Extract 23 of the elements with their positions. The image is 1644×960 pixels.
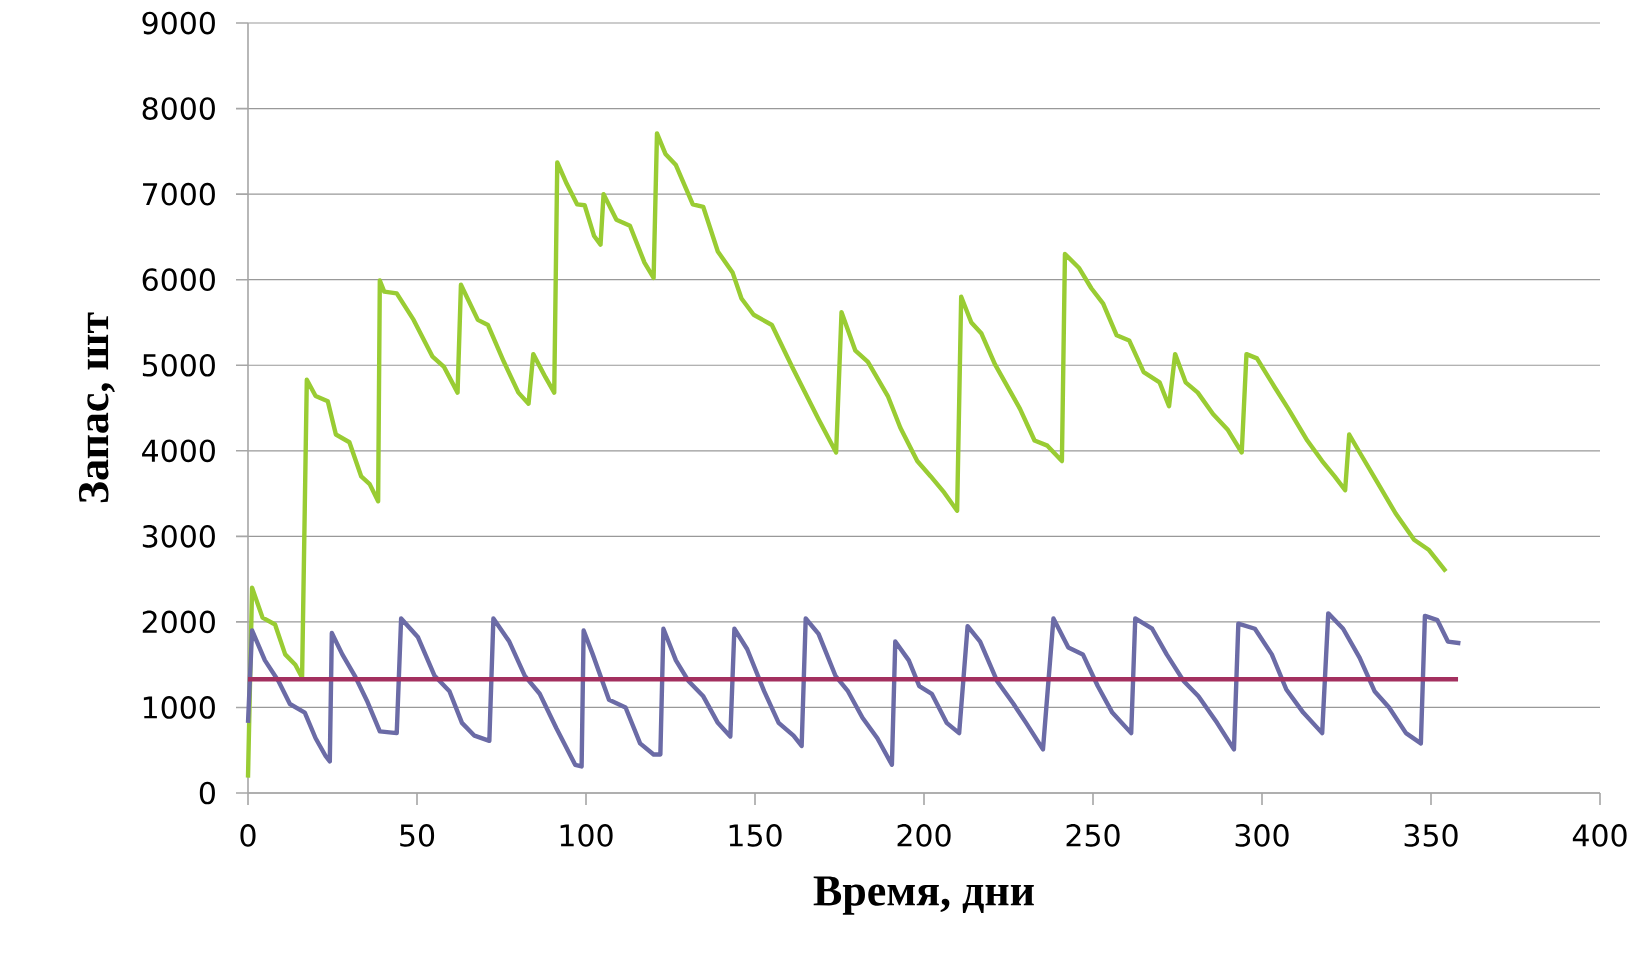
line-series bbox=[245, 611, 1463, 769]
y-tick-label: 8000 bbox=[142, 97, 215, 120]
x-tick-label: 0 bbox=[240, 824, 256, 847]
y-tick-label: 7000 bbox=[143, 182, 215, 206]
x-tick-label: 350 bbox=[1404, 824, 1458, 847]
y-tick-label: 1000 bbox=[143, 696, 215, 719]
x-axis-title: Время, дни bbox=[813, 876, 1034, 915]
x-tick-label: 250 bbox=[1066, 824, 1120, 847]
x-tick-label: 100 bbox=[560, 824, 613, 847]
y-axis-title: Запас, шт bbox=[78, 312, 115, 503]
y-tick-label: 4000 bbox=[142, 439, 215, 463]
y-tick-label: 9000 bbox=[142, 11, 215, 35]
y-tick-label: 0 bbox=[199, 781, 215, 805]
y-tick-label: 2000 bbox=[142, 610, 215, 634]
x-tick-label: 150 bbox=[729, 824, 782, 847]
x-tick-label: 400 bbox=[1572, 824, 1627, 847]
x-tick-label: 200 bbox=[897, 824, 951, 847]
y-tick-label: 3000 bbox=[142, 524, 215, 548]
y-tick-label: 5000 bbox=[142, 353, 215, 377]
y-tick-label: 6000 bbox=[142, 268, 215, 292]
x-tick-label: 300 bbox=[1235, 824, 1289, 847]
line-series bbox=[245, 131, 1449, 780]
x-tick-label: 50 bbox=[400, 824, 435, 847]
